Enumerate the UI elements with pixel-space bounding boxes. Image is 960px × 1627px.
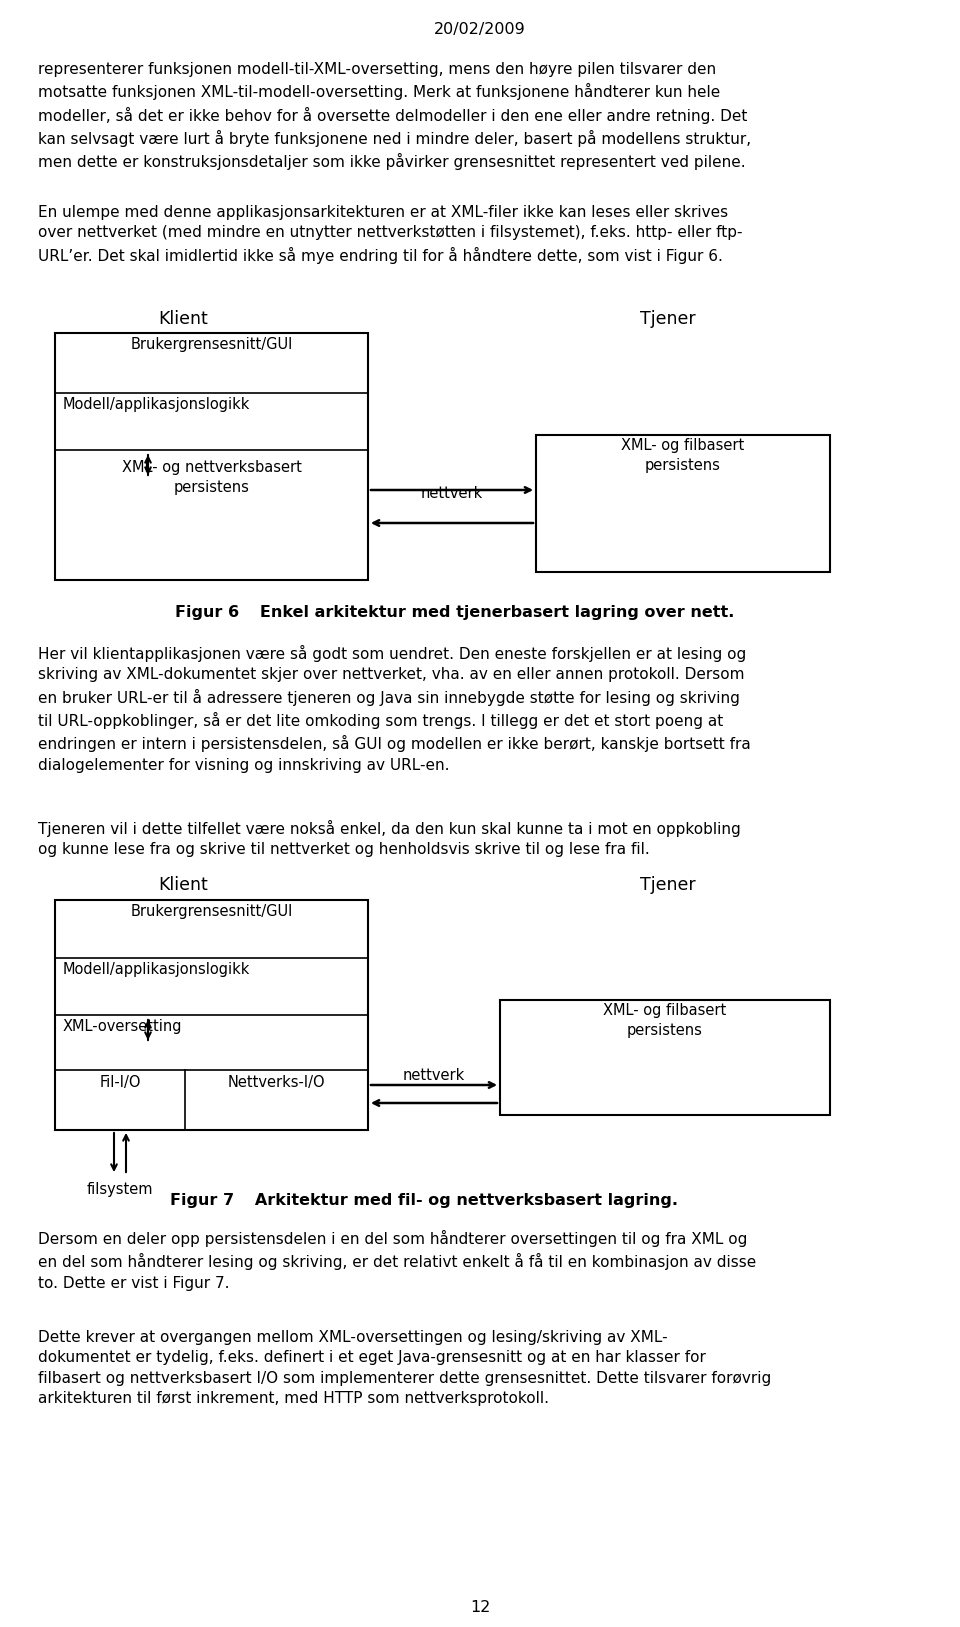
Text: Dersom en deler opp persistensdelen i en del som håndterer oversettingen til og : Dersom en deler opp persistensdelen i en… (38, 1230, 756, 1290)
Bar (536, 434, 830, 573)
Text: Figur 6: Figur 6 (175, 605, 239, 620)
Text: Tjener: Tjener (640, 311, 696, 329)
Text: Tjeneren vil i dette tilfellet være nokså enkel, da den kun skal kunne ta i mot : Tjeneren vil i dette tilfellet være noks… (38, 820, 741, 857)
Text: Tjener: Tjener (640, 875, 696, 893)
Text: Nettverks-I/O: Nettverks-I/O (228, 1075, 325, 1090)
Bar (55, 900, 368, 1131)
Text: Brukergrensesnitt/GUI: Brukergrensesnitt/GUI (131, 905, 293, 919)
Text: Dette krever at overgangen mellom XML-oversettingen og lesing/skriving av XML-
d: Dette krever at overgangen mellom XML-ov… (38, 1329, 771, 1406)
Text: 20/02/2009: 20/02/2009 (434, 23, 526, 37)
Text: XML- og filbasert
persistens: XML- og filbasert persistens (621, 438, 745, 473)
Text: Her vil klientapplikasjonen være så godt som uendret. Den eneste forskjellen er : Her vil klientapplikasjonen være så godt… (38, 644, 751, 773)
Text: nettverk: nettverk (420, 485, 483, 501)
Text: Modell/applikasjonslogikk: Modell/applikasjonslogikk (63, 962, 251, 976)
Text: En ulempe med denne applikasjonsarkitekturen er at XML-filer ikke kan leses elle: En ulempe med denne applikasjonsarkitekt… (38, 205, 742, 264)
Text: XML- og filbasert
persistens: XML- og filbasert persistens (604, 1002, 727, 1038)
Text: XML- og nettverksbasert
persistens: XML- og nettverksbasert persistens (122, 460, 301, 495)
Text: 12: 12 (469, 1599, 491, 1616)
Bar (500, 1001, 830, 1114)
Text: XML-oversetting: XML-oversetting (63, 1019, 182, 1035)
Text: nettverk: nettverk (403, 1067, 466, 1084)
Text: Klient: Klient (158, 311, 208, 329)
Text: Enkel arkitektur med tjenerbasert lagring over nett.: Enkel arkitektur med tjenerbasert lagrin… (243, 605, 734, 620)
Text: filsystem: filsystem (86, 1181, 154, 1197)
Text: Brukergrensesnitt/GUI: Brukergrensesnitt/GUI (131, 337, 293, 351)
Text: Klient: Klient (158, 875, 208, 893)
Text: Arkitektur med fil- og nettverksbasert lagring.: Arkitektur med fil- og nettverksbasert l… (238, 1193, 678, 1207)
Text: Fil-I/O: Fil-I/O (99, 1075, 141, 1090)
Bar (55, 334, 368, 579)
Text: Modell/applikasjonslogikk: Modell/applikasjonslogikk (63, 397, 251, 412)
Text: Figur 7: Figur 7 (170, 1193, 234, 1207)
Text: representerer funksjonen modell-til-XML-oversetting, mens den høyre pilen tilsva: representerer funksjonen modell-til-XML-… (38, 62, 751, 171)
